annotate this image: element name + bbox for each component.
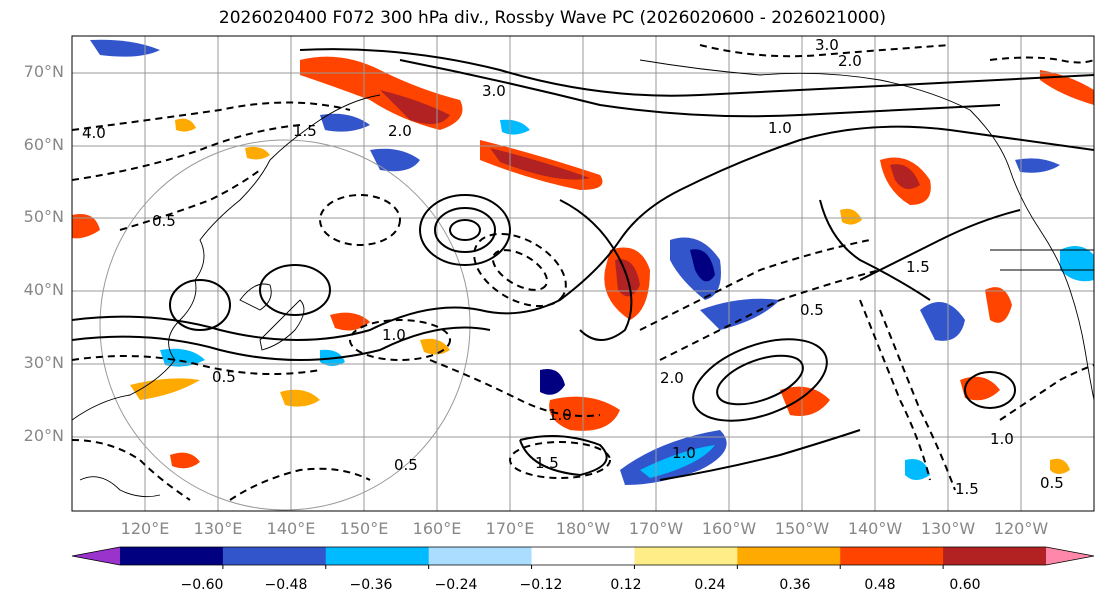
plot-frame (71, 35, 1095, 512)
colorbar-tick-label: −0.12 (519, 577, 563, 593)
contour-label: 1.0 (768, 119, 792, 137)
colorbar-tick-label: −0.36 (349, 577, 393, 593)
lon-label: 160°E (412, 519, 462, 538)
lon-label: 180°W (555, 519, 611, 538)
colorbar-segment (737, 547, 841, 565)
colorbar-outline (71, 546, 1095, 566)
colorbar-tick-label: 0.36 (779, 577, 811, 593)
contour-label: 2.0 (838, 52, 862, 70)
lon-label: 140°W (847, 519, 903, 538)
lat-label: 20°N (23, 426, 64, 445)
colorbar-segment (120, 547, 224, 565)
contour-label-group: 3.0 2.0 3.0 1.0 1.5 2.0 4.0 0.5 1.5 1.0 … (82, 36, 1064, 498)
contour-label: 0.5 (394, 456, 418, 474)
colorbar-segment (840, 547, 944, 565)
colorbar-tick-label: −0.24 (434, 577, 478, 593)
lon-label: 120°W (993, 519, 1049, 538)
colorbar-tick-label: 0.12 (610, 577, 642, 593)
lat-label: 70°N (23, 62, 64, 81)
contour-label: 4.0 (82, 124, 106, 142)
lat-label: 30°N (23, 353, 64, 372)
contour-label: 3.0 (482, 82, 506, 100)
contour-label: 1.5 (293, 122, 317, 140)
contour-label: 1.5 (535, 454, 559, 472)
contour-label: 0.5 (1040, 474, 1064, 492)
lon-label: 160°W (701, 519, 757, 538)
colorbar-segment (634, 547, 738, 565)
contour-label: 1.0 (672, 444, 696, 462)
positive-contours (72, 48, 1094, 481)
colorbar-tick-label: −0.48 (264, 577, 308, 593)
colorbar-tick-label: 0.24 (694, 577, 726, 593)
contour-label: 1.5 (955, 480, 979, 498)
contour-label: 0.5 (800, 301, 824, 319)
lon-label: 130°E (193, 519, 243, 538)
colorbar-tick-label: 0.60 (949, 577, 981, 593)
contour-label: 1.0 (382, 326, 406, 344)
lon-label: 140°E (266, 519, 316, 538)
map-title: 2026020400 F072 300 hPa div., Rossby Wav… (218, 8, 887, 28)
colorbar-segment (943, 547, 1047, 565)
lon-label: 170°E (485, 519, 535, 538)
colorbar (71, 546, 1095, 569)
contour-label: 3.0 (815, 36, 839, 54)
colorbar-tick-label: 0.48 (864, 577, 896, 593)
lon-label: 150°E (339, 519, 389, 538)
colorbar-segment (222, 547, 327, 565)
lat-label: 60°N (23, 135, 64, 154)
contour-label: 1.0 (990, 430, 1014, 448)
colorbar-extend-min (72, 547, 120, 565)
contour-label: 2.0 (388, 122, 412, 140)
lon-label: 170°W (628, 519, 684, 538)
colorbar-tick-label: −0.60 (180, 577, 224, 593)
colorbar-segment (428, 547, 533, 565)
lon-label: 130°W (920, 519, 976, 538)
contour-label: 1.0 (548, 406, 572, 424)
colorbar-extend-max (1046, 547, 1094, 565)
lon-label: 150°W (774, 519, 830, 538)
lon-label: 120°E (120, 519, 170, 538)
divergence-shading (72, 39, 1094, 485)
lat-label: 40°N (23, 280, 64, 299)
colorbar-segment (325, 547, 430, 565)
contour-label: 0.5 (212, 368, 236, 386)
contour-label: 1.5 (906, 258, 930, 276)
graticule (72, 36, 1094, 511)
negative-contours (72, 44, 1094, 501)
colorbar-segment (531, 547, 635, 565)
lat-label: 50°N (23, 207, 64, 226)
contour-label: 2.0 (660, 369, 684, 387)
contour-label: 0.5 (152, 212, 176, 230)
coastlines (72, 59, 1094, 498)
